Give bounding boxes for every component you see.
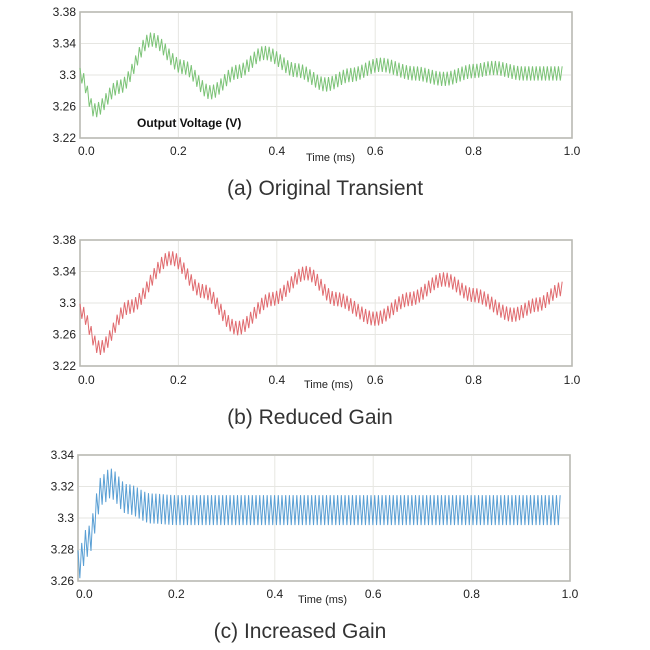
x-tick-label: 0.0 [76, 587, 93, 601]
panel-original-transient: 3.38 3.34 3.3 3.26 3.22 0.0 0.2 0.4 0.6 0.8 1.0 T… [53, 5, 581, 200]
y-tick-label: 3.28 [51, 543, 75, 557]
y-tick-label: 3.3 [57, 511, 74, 525]
x-tick-label: 0.8 [465, 144, 482, 158]
x-tick-label: 0.4 [266, 587, 283, 601]
x-tick-label: 0.4 [268, 373, 285, 387]
y-tick-label: 3.32 [51, 480, 75, 494]
x-tick-label: 0.0 [78, 144, 95, 158]
x-tick-label: 1.0 [562, 587, 579, 601]
y-tick-label: 3.34 [53, 37, 77, 51]
x-tick-label: 0.6 [367, 373, 384, 387]
x-tick-label: 1.0 [564, 373, 581, 387]
x-axis-label-a: Time (ms) [306, 152, 355, 164]
x-tick-label: 0.2 [170, 373, 187, 387]
y-tick-label: 3.26 [53, 328, 77, 342]
x-tick-label: 0.8 [465, 373, 482, 387]
x-axis-label-b: Time (ms) [304, 379, 353, 391]
y-tick-label: 3.34 [53, 265, 77, 279]
series-line-c [77, 468, 561, 579]
y-tick-label: 3.3 [59, 296, 76, 310]
x-tick-label: 0.2 [168, 587, 185, 601]
y-tick-label: 3.22 [53, 131, 77, 145]
x-tick-label: 0.6 [365, 587, 382, 601]
y-tick-label: 3.26 [53, 100, 77, 114]
x-tick-label: 1.0 [564, 144, 581, 158]
series-line-b [79, 251, 563, 355]
y-tick-label: 3.3 [59, 68, 76, 82]
panel-reduced-gain: 3.38 3.34 3.3 3.26 3.22 0.0 0.2 0.4 0.6 0.8 1.0 T… [53, 233, 581, 429]
x-tick-label: 0.0 [78, 373, 95, 387]
gridlines-b [81, 241, 571, 365]
y-tick-label: 3.38 [53, 5, 77, 19]
caption-a: (a) Original Transient [227, 177, 423, 200]
x-axis-label-c: Time (ms) [298, 594, 347, 606]
y-tick-label: 3.34 [51, 448, 75, 462]
annotation-output-voltage: Output Voltage (V) [137, 116, 241, 130]
y-tick-label: 3.38 [53, 233, 77, 247]
y-tick-label: 3.22 [53, 359, 77, 373]
caption-c: (c) Increased Gain [214, 620, 387, 643]
y-tick-label: 3.26 [51, 574, 75, 588]
x-tick-label: 0.6 [367, 144, 384, 158]
series-line-a [79, 32, 563, 118]
x-tick-label: 0.4 [268, 144, 285, 158]
caption-b: (b) Reduced Gain [227, 406, 393, 429]
x-tick-label: 0.2 [170, 144, 187, 158]
x-tick-label: 0.8 [463, 587, 480, 601]
panel-increased-gain: 3.34 3.32 3.3 3.28 3.26 0.0 0.2 0.4 0.6 0.8 1.0 T… [51, 448, 579, 643]
